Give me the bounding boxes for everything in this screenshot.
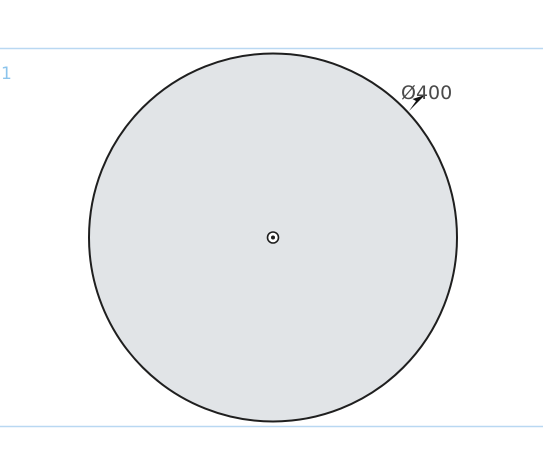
row-label: 1	[1, 64, 12, 84]
center-point-icon[interactable]	[266, 231, 280, 244]
diameter-dimension[interactable]: Ø400	[401, 82, 452, 111]
dimension-arrow-icon	[409, 95, 425, 111]
diameter-dimension-label: Ø400	[401, 82, 452, 104]
